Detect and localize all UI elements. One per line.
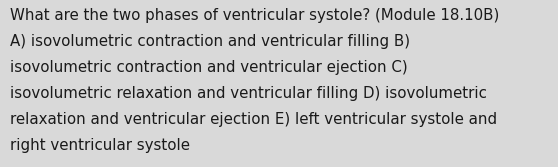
Text: What are the two phases of ventricular systole? (Module 18.10B): What are the two phases of ventricular s… (10, 8, 499, 23)
Text: isovolumetric relaxation and ventricular filling D) isovolumetric: isovolumetric relaxation and ventricular… (10, 86, 487, 101)
Text: A) isovolumetric contraction and ventricular filling B): A) isovolumetric contraction and ventric… (10, 34, 410, 49)
Text: right ventricular systole: right ventricular systole (10, 138, 190, 153)
Text: isovolumetric contraction and ventricular ejection C): isovolumetric contraction and ventricula… (10, 60, 408, 75)
Text: relaxation and ventricular ejection E) left ventricular systole and: relaxation and ventricular ejection E) l… (10, 112, 497, 127)
